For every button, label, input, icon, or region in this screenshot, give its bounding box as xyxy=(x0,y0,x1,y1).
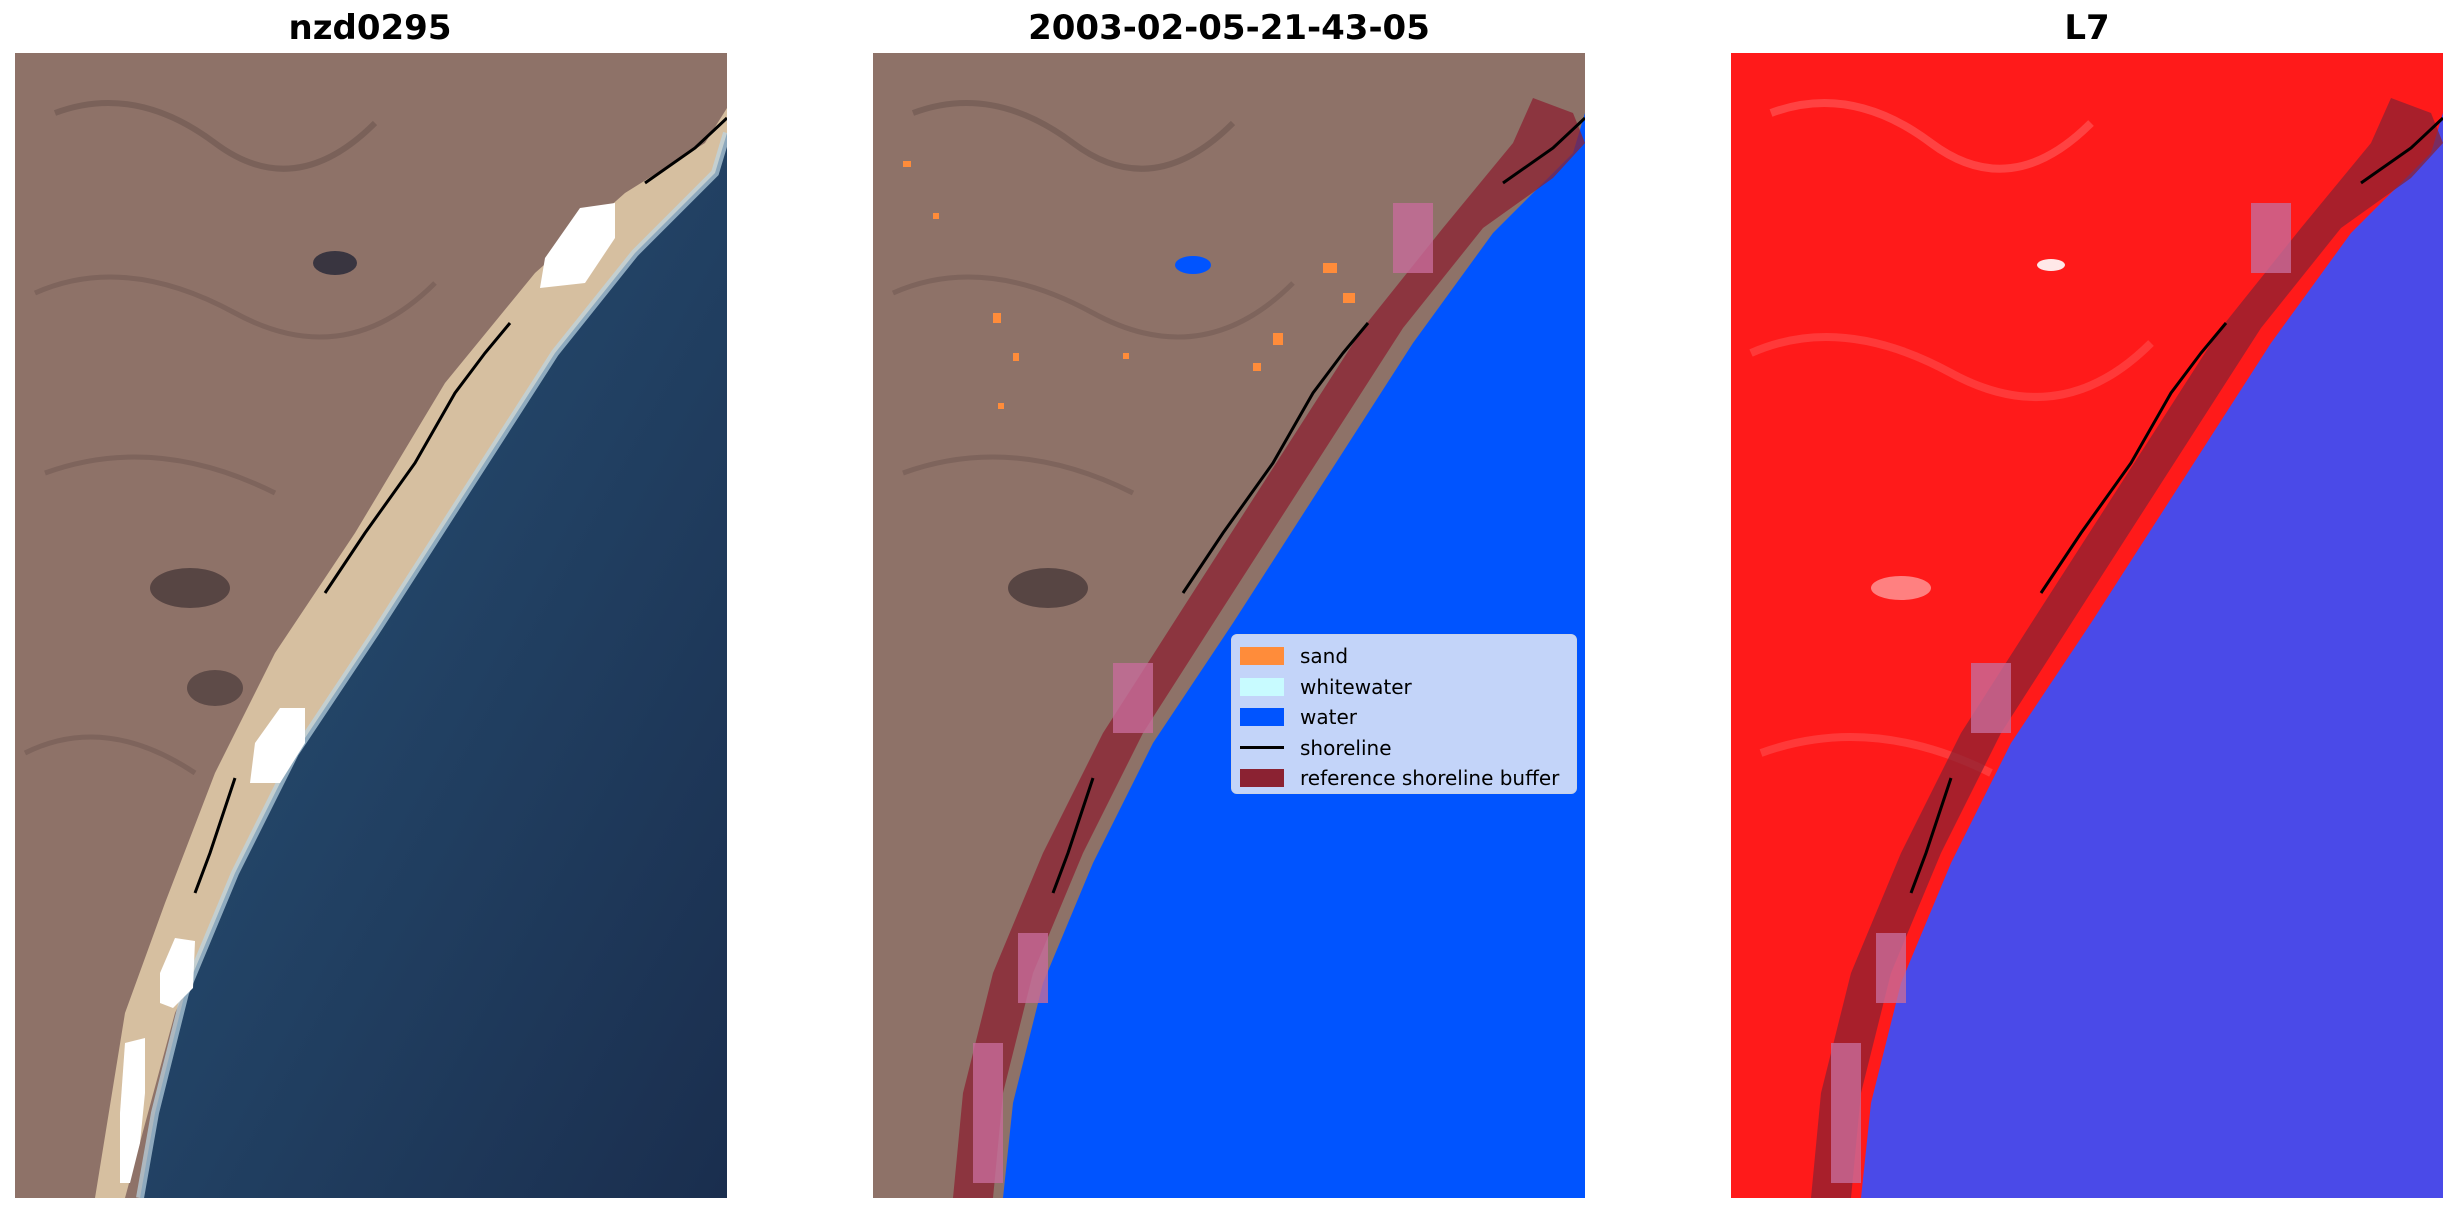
shoreline xyxy=(1909,116,2443,894)
shoreline xyxy=(1051,116,1585,894)
shoreline xyxy=(193,116,727,894)
legend-swatch-buffer xyxy=(1240,769,1284,788)
legend-item-water: water xyxy=(1240,702,1568,733)
legend-swatch-sand xyxy=(1240,647,1284,666)
sensor-ratio-panel xyxy=(1731,53,2443,1198)
water-ratio xyxy=(1861,113,2443,1198)
legend-item-whitewater: whitewater xyxy=(1240,672,1568,703)
legend-item-sand: sand xyxy=(1240,641,1568,672)
legend-item-buffer: reference shoreline buffer xyxy=(1240,763,1568,794)
legend-swatch-whitewater xyxy=(1240,677,1284,696)
legend-swatch-water xyxy=(1240,708,1284,727)
legend-item-shoreline: shoreline xyxy=(1240,733,1568,764)
legend-label-sand: sand xyxy=(1300,644,1349,669)
sea-area xyxy=(140,133,727,1198)
water-lake xyxy=(1175,256,1211,274)
legend-label-buffer: reference shoreline buffer xyxy=(1300,766,1560,791)
panel-title-sensor: L7 xyxy=(2064,8,2110,48)
legend-label-whitewater: whitewater xyxy=(1300,674,1412,699)
cloud-mask xyxy=(540,203,615,288)
panel-title-classification: 2003-02-05-21-43-05 xyxy=(1028,8,1430,48)
lake xyxy=(313,251,357,275)
sand-beach xyxy=(95,108,727,1198)
panel-title-rgb: nzd0295 xyxy=(288,8,452,48)
legend-line-shoreline xyxy=(1240,746,1284,750)
legend-label-shoreline: shoreline xyxy=(1300,735,1392,760)
legend-label-water: water xyxy=(1300,705,1357,730)
rgb-image-panel xyxy=(15,53,727,1198)
classification-panel xyxy=(873,53,1585,1198)
sand-class xyxy=(903,161,1355,409)
legend: sand whitewater water shoreline referenc… xyxy=(1231,634,1577,794)
